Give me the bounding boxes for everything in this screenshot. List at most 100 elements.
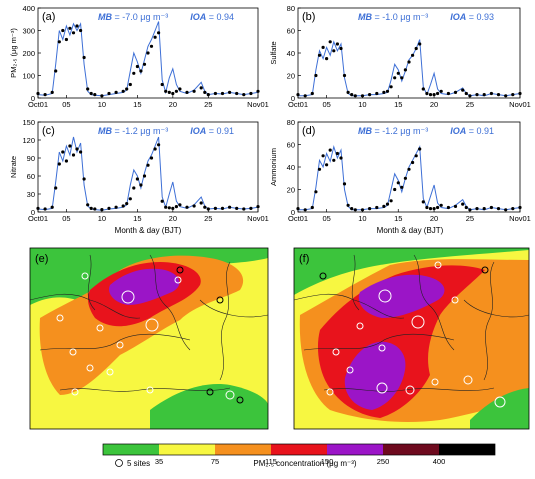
map-f (294, 248, 529, 429)
observation-point (153, 147, 157, 151)
x-tick-label: 10 (358, 214, 366, 223)
map-f-green-pocket (470, 388, 529, 429)
site-marker (174, 276, 182, 284)
y-tick-label: 400 (22, 4, 35, 13)
observation-point (325, 57, 329, 61)
y-tick-label: 40 (287, 163, 295, 172)
panel-b: 0 20 40 60 80 Oct01 05 10 15 20 25 Nov01 Sulfate (b) M… (269, 4, 531, 109)
observation-point (464, 91, 468, 96)
observation-point (107, 206, 111, 210)
model-series-line (37, 21, 259, 97)
observation-point (164, 205, 168, 209)
observation-point (446, 91, 450, 96)
y-tick-label: 40 (287, 49, 295, 58)
observation-point (139, 69, 143, 73)
observation-point (203, 90, 207, 94)
observation-point (439, 89, 443, 93)
x-tick-label: 25 (204, 100, 212, 109)
observation-point (368, 93, 372, 97)
observation-point (68, 26, 72, 30)
observation-point (296, 207, 300, 211)
site-marker (86, 364, 94, 372)
colorbar-tick-label: 35 (155, 457, 163, 466)
observation-point (199, 86, 203, 90)
observation-point (325, 163, 329, 167)
observation-point (71, 153, 76, 157)
observation-point (220, 91, 225, 96)
stats-text: MB = -1.2 μg m⁻³ IOA = 0.91 (358, 126, 494, 136)
observation-point (400, 76, 404, 80)
observation-point (296, 93, 300, 97)
mb-value: = -7.0 (112, 12, 140, 22)
observation-point (339, 46, 343, 51)
observation-point (421, 200, 425, 204)
stats-text: MB = -1.0 μg m⁻³ IOA = 0.93 (358, 12, 494, 22)
observation-point (50, 205, 54, 209)
panel-a: 0 100 200 300 400 Oct01 05 10 15 20 25 Nov01 PM₂.₅ (… (9, 4, 269, 109)
observation-point (213, 206, 217, 210)
site-marker (176, 266, 184, 274)
observation-point (157, 143, 161, 147)
y-tick-label: 100 (22, 72, 35, 81)
observation-point (107, 91, 111, 96)
observation-point (164, 89, 168, 93)
y-tick-label: 300 (22, 27, 35, 36)
observation-point (185, 90, 189, 94)
observation-point (428, 207, 433, 211)
observation-point (228, 205, 232, 209)
y-tick-label: 20 (287, 186, 295, 195)
ioa-value: = 0.91 (466, 126, 494, 136)
observation-point (206, 93, 210, 97)
observation-point (249, 91, 253, 96)
y-axis-label: Ammonium (269, 148, 278, 186)
y-tick-label: 0 (291, 94, 295, 103)
observation-point (171, 91, 175, 96)
observation-point (489, 91, 493, 96)
x-tick-label: Oct01 (288, 214, 308, 223)
observation-point (332, 49, 336, 53)
observation-point (199, 201, 203, 205)
observation-point (57, 40, 61, 44)
observation-point (461, 202, 465, 206)
observation-point (235, 91, 239, 96)
x-tick-label: 20 (169, 100, 177, 109)
x-tick-label: Nov01 (509, 100, 531, 109)
x-tick-label: Oct01 (28, 100, 48, 109)
observation-point (125, 87, 129, 91)
observation-point (346, 90, 350, 94)
colorbar-tick-label: 115 (265, 457, 277, 466)
observation-point (146, 51, 150, 55)
observation-point (149, 44, 154, 48)
observation-point (375, 205, 379, 210)
panel-letter: (d) (302, 125, 315, 137)
colorbar: 35 75 115 150 250 400 (102, 443, 496, 466)
site-marker (434, 261, 442, 269)
observation-point (328, 40, 332, 44)
map-e (30, 248, 268, 429)
mb-label: MB (98, 12, 112, 22)
observation-point (400, 185, 404, 189)
observation-point (43, 207, 47, 211)
map-e-purple-zone (109, 268, 180, 305)
observation-point (335, 42, 339, 46)
x-tick-label: Oct01 (288, 100, 308, 109)
observation-point (220, 206, 225, 210)
observation-point (436, 205, 440, 210)
y-tick-label: 20 (287, 72, 295, 81)
observation-point (342, 182, 347, 186)
x-tick-label: 05 (322, 100, 330, 109)
observation-point (79, 150, 83, 154)
observation-point (142, 174, 147, 178)
observation-point (142, 62, 147, 66)
observation-point (146, 163, 150, 167)
panel-letter: (c) (42, 125, 55, 137)
site-marker (71, 388, 79, 396)
observation-point (496, 93, 501, 97)
observation-point (135, 64, 139, 69)
site-marker (332, 348, 340, 356)
model-series-line (298, 144, 521, 211)
ioa-value: = 0.91 (206, 126, 234, 136)
observation-point (314, 190, 318, 194)
map-e-frame (29, 247, 269, 430)
observation-point (128, 82, 132, 87)
